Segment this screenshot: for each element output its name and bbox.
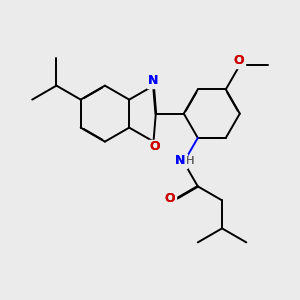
Text: N: N <box>174 154 185 167</box>
Text: N: N <box>174 154 185 167</box>
Text: H: H <box>186 156 194 166</box>
Text: N: N <box>148 74 159 87</box>
Text: O: O <box>150 140 160 153</box>
Text: O: O <box>164 193 175 206</box>
Text: O: O <box>150 140 160 153</box>
Text: H: H <box>186 156 194 166</box>
Text: O: O <box>164 193 175 206</box>
Text: N: N <box>148 74 159 87</box>
Text: O: O <box>233 54 244 68</box>
Text: O: O <box>233 54 244 68</box>
